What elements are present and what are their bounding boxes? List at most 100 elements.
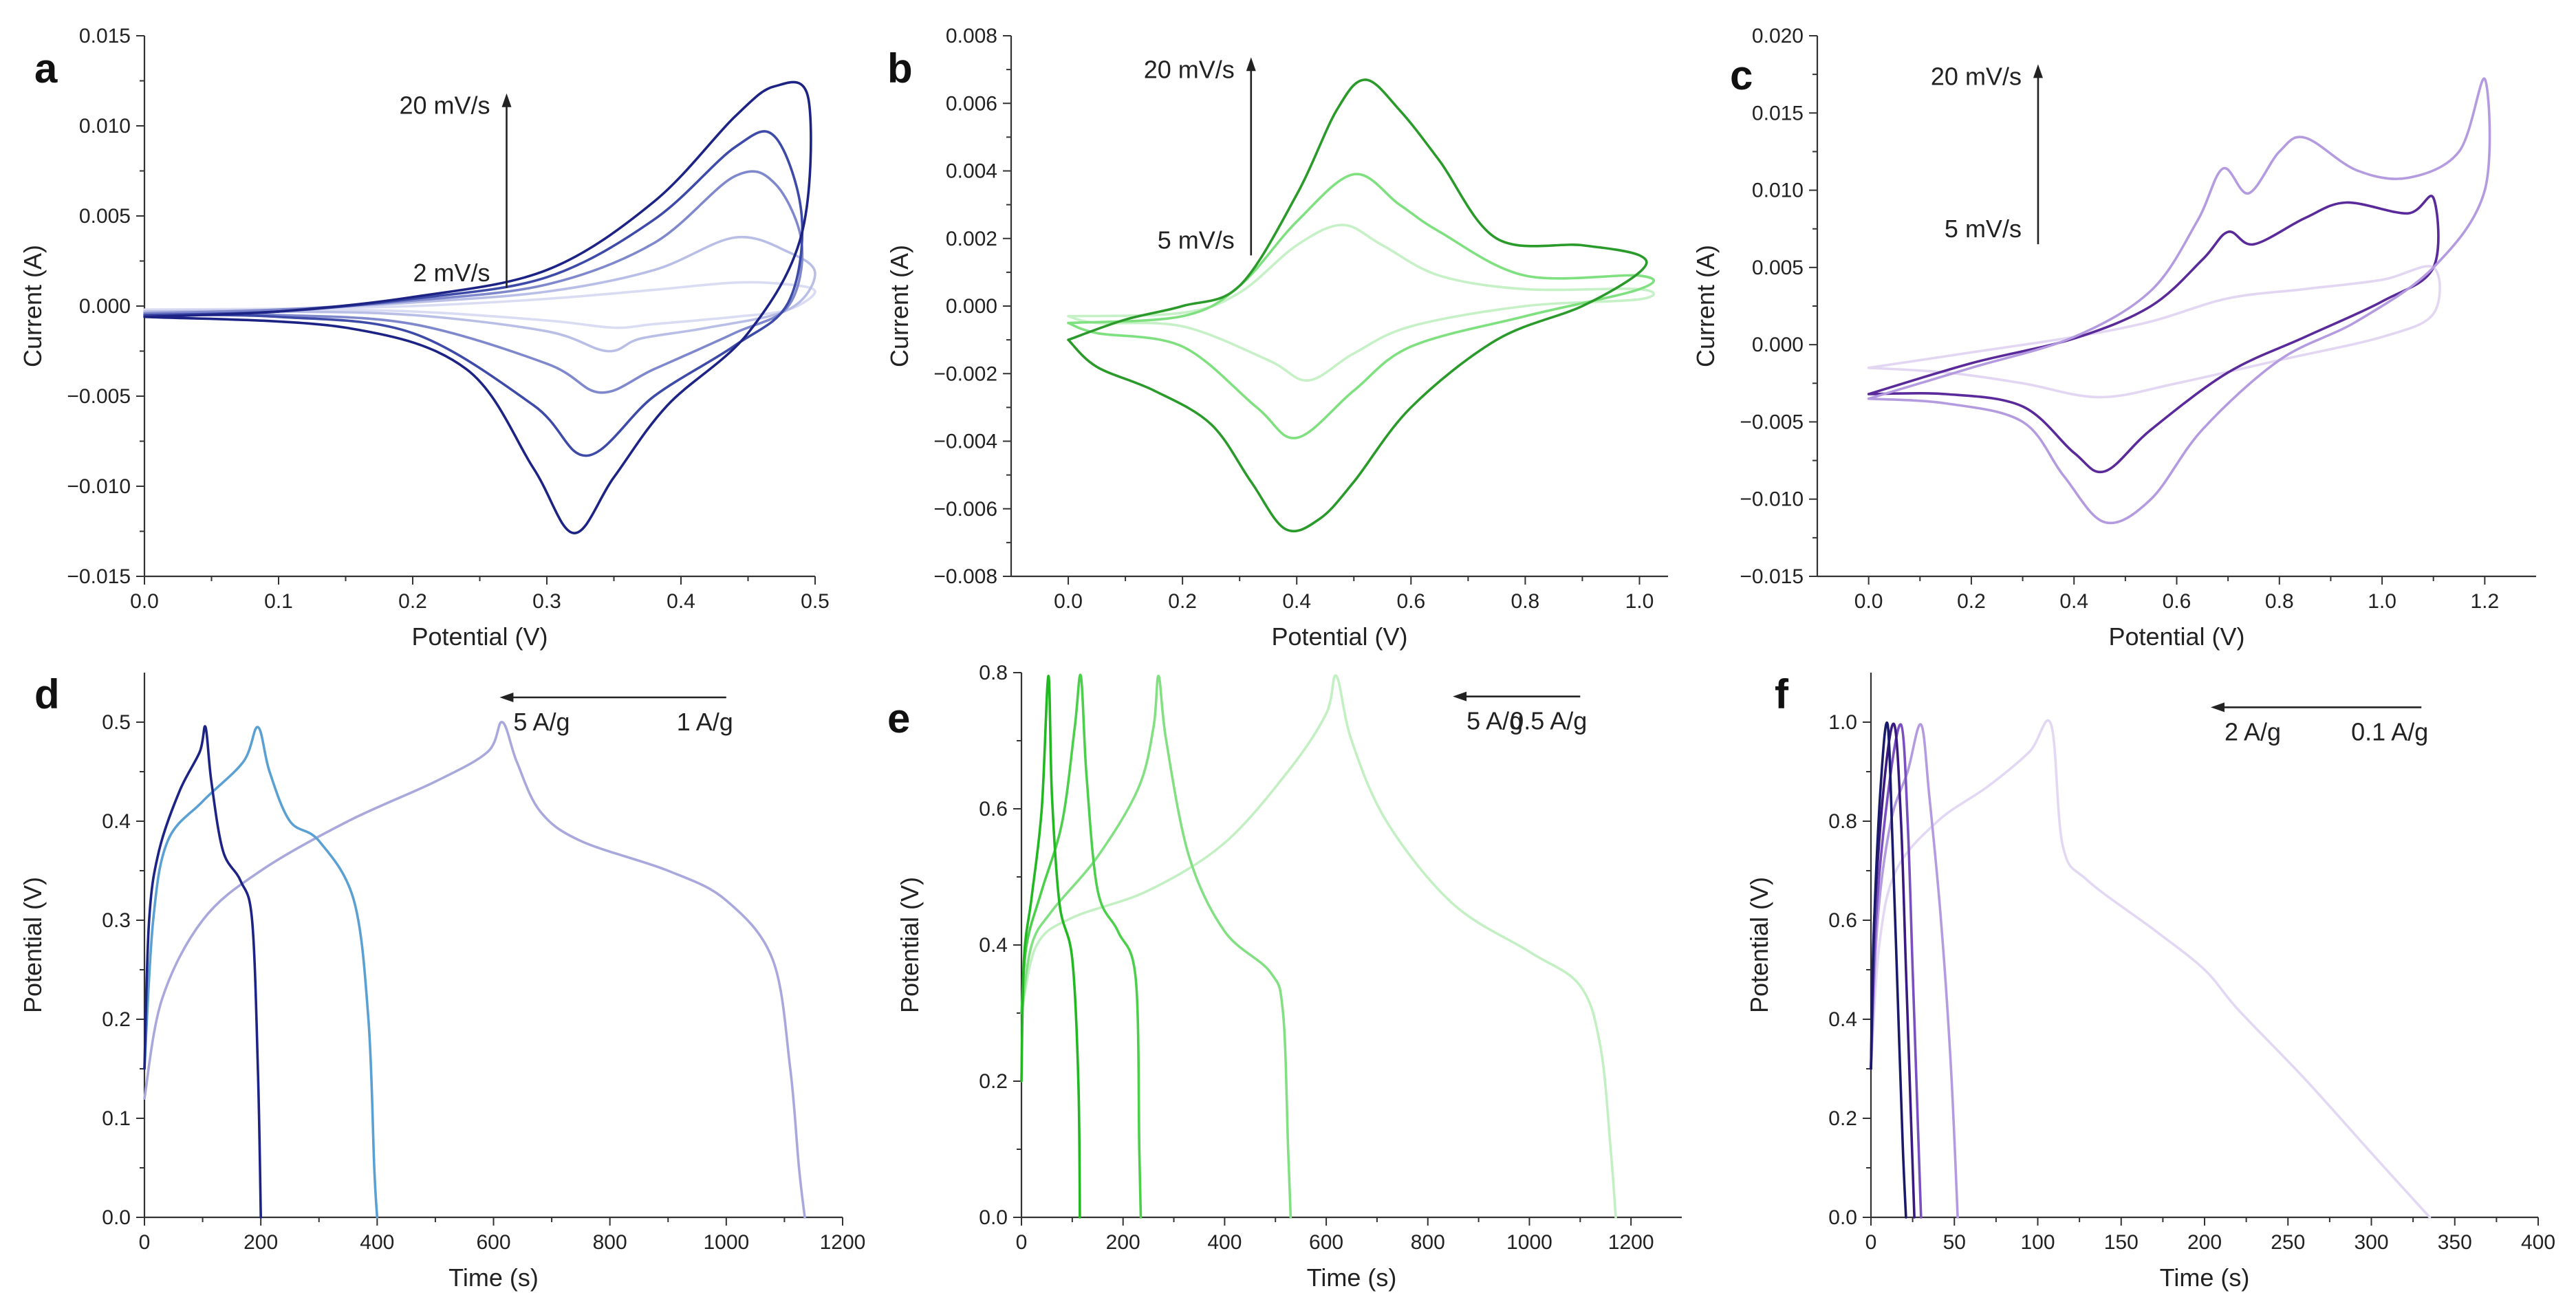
annotation-low-c: 5 mV/s <box>1945 215 2022 243</box>
panel-label-e: e <box>887 695 910 741</box>
x-tick-label-f: 300 <box>2354 1231 2388 1254</box>
series-line-f-0.5-A-g <box>1870 723 1923 1219</box>
y-tick-label-b: 0.008 <box>946 25 997 47</box>
y-axis-label-e: Potential (V) <box>896 877 924 1013</box>
x-tick-label-b: 0.6 <box>1396 590 1425 613</box>
y-tick-label-f: 0.8 <box>1828 810 1857 833</box>
y-tick-label-d: 0.5 <box>102 711 131 734</box>
y-tick-label-a: 0.000 <box>79 295 131 318</box>
y-tick-label-f: 0.4 <box>1828 1008 1857 1031</box>
y-tick-label-c: 0.005 <box>1752 257 1804 279</box>
series-line-c-20-mV-s <box>1867 77 2491 525</box>
series-line-e-2-A-g <box>1020 673 1143 1219</box>
x-tick-label-e: 200 <box>1106 1231 1140 1254</box>
y-tick-label-c: −0.005 <box>1740 411 1804 433</box>
series-line-e-0.5-A-g <box>1020 674 1617 1219</box>
x-tick-label-c: 0.2 <box>1957 590 1986 613</box>
series-line-a-2-mV-s <box>143 281 816 329</box>
series-line-f-0.2-A-g <box>1870 723 1959 1219</box>
panel-label-a: a <box>34 45 58 91</box>
annotation-high-b: 20 mV/s <box>1144 55 1235 83</box>
y-tick-label-a: 0.005 <box>79 205 131 228</box>
x-tick-label-f: 250 <box>2271 1231 2305 1254</box>
annotation-low-b: 5 mV/s <box>1158 226 1235 254</box>
x-tick-label-b: 0.2 <box>1168 590 1197 613</box>
x-tick-label-d: 200 <box>243 1231 278 1254</box>
annotation-right-d: 1 A/g <box>677 708 733 736</box>
x-tick-label-a: 0.5 <box>801 590 830 613</box>
arrow-head-icon <box>1246 57 1256 72</box>
series-line-a-15-mV-s <box>143 130 804 457</box>
annotation-right-f: 0.1 A/g <box>2351 717 2428 746</box>
chart-panel-d: 0 200 400 600 800 1000 1200 0.0 0.1 0.2 0.3 0.4 0.5 T… <box>19 671 865 1292</box>
x-tick-label-f: 200 <box>2187 1231 2222 1254</box>
series-line-a-20-mV-s <box>143 80 812 534</box>
annotation-left-e: 5 A/g <box>1466 707 1523 735</box>
x-tick-label-b: 0.0 <box>1054 590 1083 613</box>
x-tick-label-d: 1000 <box>703 1231 749 1254</box>
chart-panel-f: 0 50 100 150 200 250 300 350 400 0.0 0.2 0.4 0.6 0.8 1… <box>1745 671 2555 1292</box>
x-axis-label-a: Potential (V) <box>411 622 548 651</box>
y-tick-label-a: −0.005 <box>67 385 131 408</box>
y-axis-label-c: Current (A) <box>1691 245 1720 367</box>
x-tick-label-f: 150 <box>2104 1231 2139 1254</box>
series-line-b-10-mV-s <box>1067 173 1656 439</box>
x-tick-label-f: 350 <box>2438 1231 2472 1254</box>
panel-label-f: f <box>1775 671 1789 717</box>
arrow-head-icon <box>1453 691 1467 702</box>
y-axis-label-f: Potential (V) <box>1745 877 1773 1013</box>
x-tick-label-e: 400 <box>1207 1231 1242 1254</box>
x-tick-label-b: 0.4 <box>1282 590 1311 613</box>
x-tick-label-c: 0.6 <box>2163 590 2191 613</box>
x-tick-label-f: 100 <box>2020 1231 2055 1254</box>
series-line-d-5-A-g <box>143 725 262 1219</box>
x-tick-label-c: 0.0 <box>1854 590 1883 613</box>
x-tick-label-c: 1.0 <box>2368 590 2396 613</box>
chart-panel-c: 0.0 0.2 0.4 0.6 0.8 1.0 1.2 −0.015 −0.010 −0.005 0… <box>1691 25 2536 651</box>
series-line-c-10-mV-s <box>1867 195 2440 474</box>
series-line-f-0.1-A-g <box>1870 719 2432 1219</box>
x-tick-label-e: 600 <box>1309 1231 1343 1254</box>
chart-panel-e: 0 200 400 600 800 1000 1200 0.0 0.2 0.4 0.6 0.8 Time… <box>887 662 1682 1292</box>
x-tick-label-a: 0.4 <box>667 590 695 613</box>
arrow-head-icon <box>499 693 514 702</box>
series-line-e-5-A-g <box>1020 675 1081 1219</box>
x-tick-label-e: 800 <box>1411 1231 1445 1254</box>
y-tick-label-c: −0.010 <box>1740 488 1804 511</box>
x-tick-label-f: 50 <box>1943 1231 1966 1254</box>
y-tick-label-b: 0.004 <box>946 160 997 183</box>
y-tick-label-b: 0.002 <box>946 228 997 250</box>
y-tick-label-d: 0.3 <box>102 909 131 932</box>
y-tick-label-c: 0.020 <box>1752 25 1804 47</box>
x-tick-label-c: 0.8 <box>2265 590 2294 613</box>
x-tick-label-e: 1000 <box>1506 1231 1552 1254</box>
panel-label-d: d <box>34 671 60 717</box>
x-tick-label-d: 400 <box>360 1231 394 1254</box>
x-tick-label-c: 1.2 <box>2470 590 2499 613</box>
annotation-high-c: 20 mV/s <box>1931 62 2022 90</box>
x-tick-label-f: 400 <box>2521 1231 2555 1254</box>
y-tick-label-f: 0.2 <box>1828 1107 1857 1130</box>
arrow-head-icon <box>501 93 512 107</box>
y-tick-label-d: 0.1 <box>102 1107 131 1130</box>
y-tick-label-b: −0.006 <box>933 498 997 521</box>
y-tick-label-e: 0.0 <box>979 1206 1008 1229</box>
y-tick-label-b: 0.006 <box>946 92 997 115</box>
y-axis-label-a: Current (A) <box>19 245 47 367</box>
x-tick-label-a: 0.2 <box>398 590 427 613</box>
y-tick-label-b: −0.002 <box>933 362 997 385</box>
y-tick-label-f: 1.0 <box>1828 711 1857 734</box>
x-tick-label-e: 0 <box>1016 1231 1028 1254</box>
y-tick-label-a: −0.010 <box>67 475 131 498</box>
annotation-left-f: 2 A/g <box>2225 717 2281 746</box>
x-tick-label-d: 0 <box>139 1231 151 1254</box>
series-line-a-10-mV-s <box>143 170 804 394</box>
panel-label-c: c <box>1730 52 1753 98</box>
x-tick-label-e: 1200 <box>1608 1231 1654 1254</box>
x-tick-label-b: 1.0 <box>1625 590 1654 613</box>
series-line-e-1-A-g <box>1020 675 1292 1219</box>
x-axis-label-e: Time (s) <box>1307 1263 1397 1292</box>
series-line-a-5-mV-s <box>143 235 816 353</box>
chart-panel-b: 0.0 0.2 0.4 0.6 0.8 1.0 −0.008 −0.006 −0.004 −0.0… <box>885 25 1668 651</box>
